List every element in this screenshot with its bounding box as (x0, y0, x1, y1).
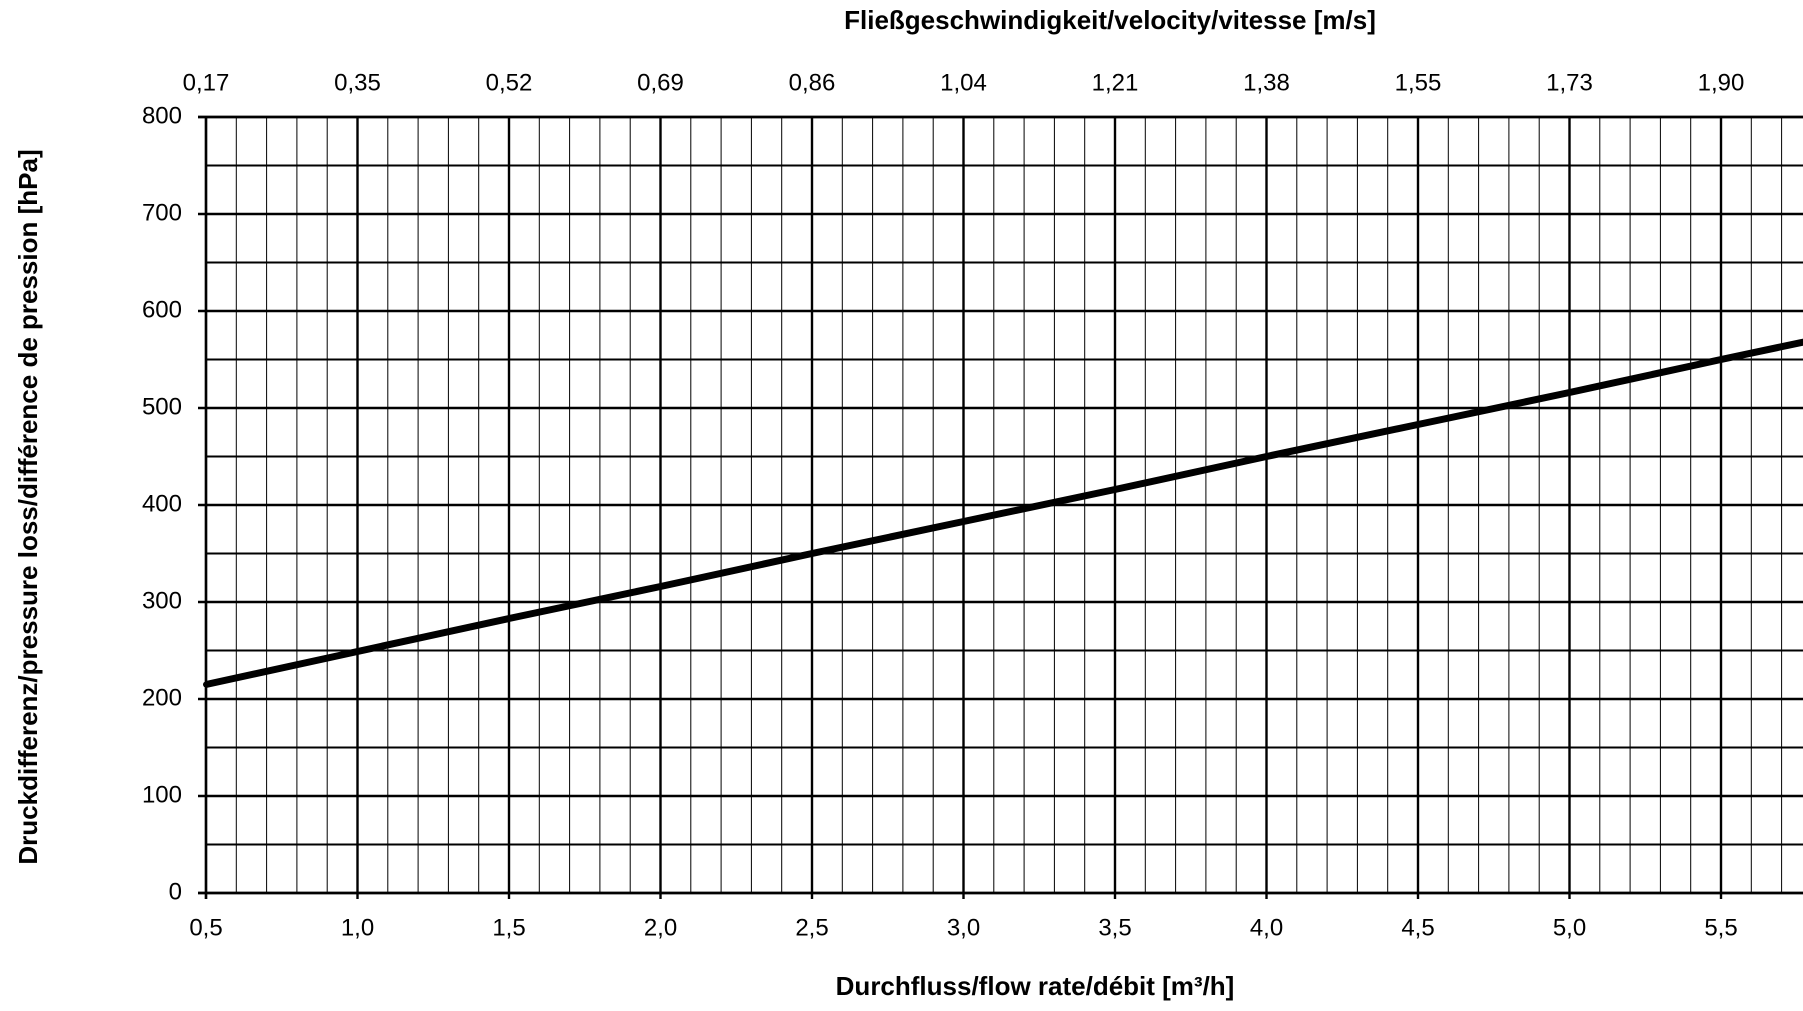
x-tick-label: 4,5 (1401, 914, 1434, 941)
x2-tick-label: 0,69 (637, 69, 684, 96)
tick-labels: 0,5 1,0 1,5 2,0 2,5 3,0 3,5 4,0 4,5 5,0 5,5 0,17 0,3… (142, 69, 1744, 941)
x2-tick-label: 0,35 (334, 69, 381, 96)
x-tick-label: 5,5 (1704, 914, 1737, 941)
x2-tick-label: 1,04 (940, 69, 987, 96)
data-point (1566, 389, 1573, 396)
x2-tick-label: 1,55 (1395, 69, 1442, 96)
x2-tick-label: 0,86 (789, 69, 836, 96)
x-tick-label: 2,5 (795, 914, 828, 941)
data-point (960, 518, 967, 525)
data-point (1112, 486, 1118, 493)
data-point (1263, 453, 1270, 460)
x-tick-label: 1,5 (492, 914, 525, 941)
x-tick-label: 3,0 (947, 914, 980, 941)
y-tick-label: 600 (142, 296, 182, 323)
x2-tick-label: 1,21 (1092, 69, 1139, 96)
x-tick-label: 2,0 (644, 914, 677, 941)
data-point (506, 615, 512, 622)
data-point (1415, 421, 1421, 428)
y-tick-label: 400 (142, 490, 182, 517)
data-point (354, 648, 361, 655)
y-tick-label: 100 (142, 781, 182, 808)
y-tick-label: 500 (142, 393, 182, 420)
x2-axis-title: Fließgeschwindigkeit/velocity/vitesse [m… (844, 5, 1376, 35)
x2-tick-label: 1,73 (1546, 69, 1593, 96)
y-tick-label: 0 (169, 878, 182, 905)
grid (198, 115, 1803, 899)
x2-tick-label: 1,38 (1243, 69, 1290, 96)
data-point (809, 550, 815, 557)
y-axis-title: Druckdifferenz/pressure loss/différence … (13, 149, 43, 864)
x-tick-label: 5,0 (1553, 914, 1586, 941)
y-tick-label: 200 (142, 684, 182, 711)
data-point (1718, 356, 1724, 363)
series-line (205, 338, 1803, 688)
x2-tick-label: 1,90 (1698, 69, 1745, 96)
x2-tick-label: 0,52 (486, 69, 533, 96)
data-point (657, 583, 664, 590)
y-tick-label: 800 (142, 102, 182, 129)
x-tick-label: 4,0 (1250, 914, 1283, 941)
x-tick-label: 1,0 (341, 914, 374, 941)
y-tick-label: 300 (142, 587, 182, 614)
x-tick-label: 0,5 (189, 914, 222, 941)
x-tick-label: 3,5 (1098, 914, 1131, 941)
series-layer (203, 338, 1803, 688)
axes (198, 115, 1803, 899)
x2-tick-label: 0,17 (183, 69, 230, 96)
x-axis-title: Durchfluss/flow rate/débit [m³/h] (836, 971, 1235, 1001)
y-tick-label: 700 (142, 199, 182, 226)
